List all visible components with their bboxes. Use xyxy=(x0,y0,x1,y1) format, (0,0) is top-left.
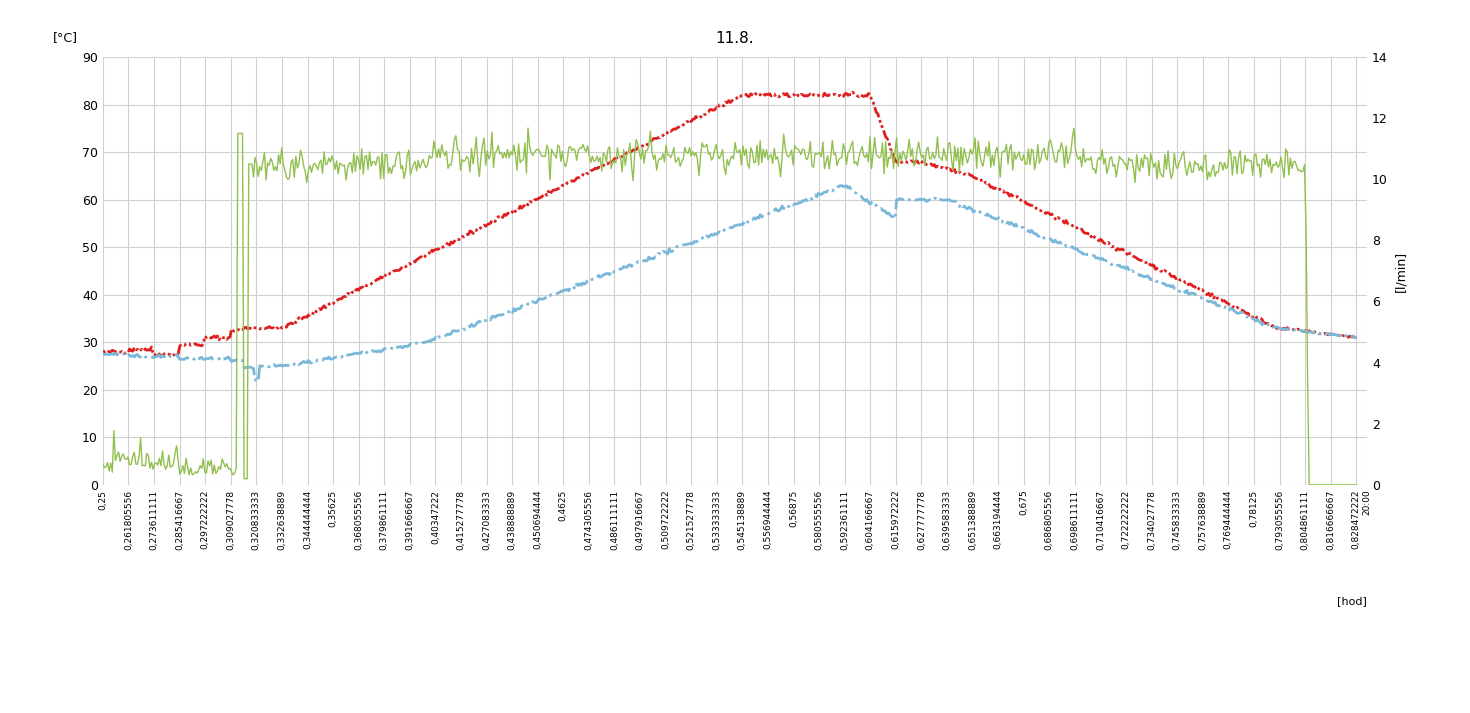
Y-axis label: [l/min]: [l/min] xyxy=(1395,250,1408,292)
Title: 11.8.: 11.8. xyxy=(716,31,754,46)
Y-axis label: [°C]: [°C] xyxy=(53,31,78,44)
Text: [hod]: [hod] xyxy=(1338,596,1367,606)
